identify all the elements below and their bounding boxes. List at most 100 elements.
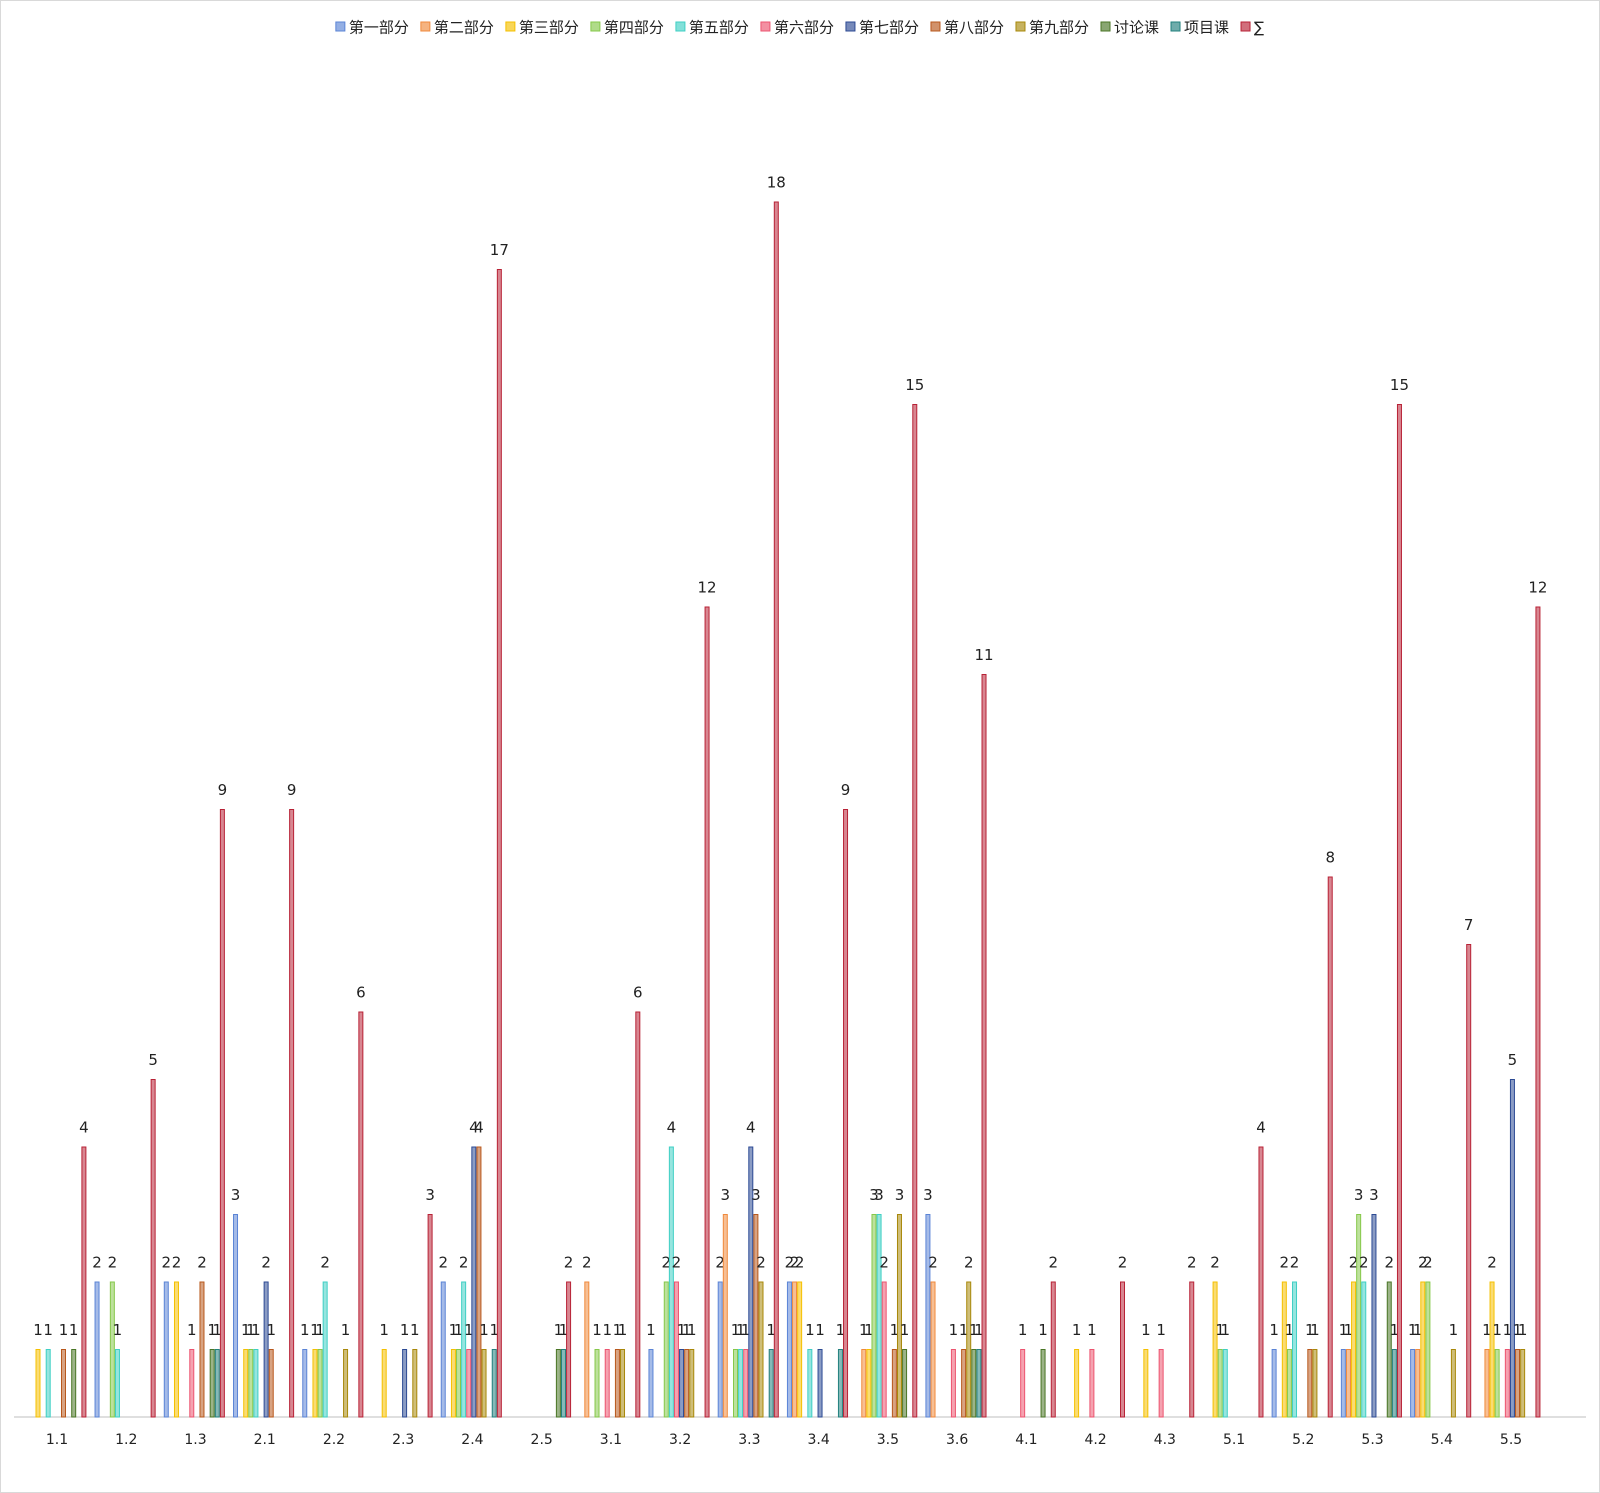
data-label: 4	[667, 1119, 677, 1137]
data-label: 1	[1482, 1321, 1492, 1339]
data-label: 9	[287, 781, 297, 799]
legend-swatch	[505, 21, 516, 32]
data-label: 2	[795, 1254, 805, 1272]
data-label: 1	[246, 1321, 256, 1339]
data-label: 2	[172, 1254, 182, 1272]
bar	[1292, 1281, 1298, 1418]
x-tick-label: 3.6	[946, 1432, 968, 1448]
data-label: 2	[582, 1254, 592, 1272]
bar	[358, 1011, 364, 1418]
data-label: 1	[618, 1321, 628, 1339]
bar	[71, 1349, 77, 1418]
x-tick-label: 3.5	[877, 1432, 899, 1448]
bar	[861, 1349, 867, 1418]
bar	[773, 201, 779, 1418]
bar	[471, 1146, 477, 1418]
bar	[317, 1349, 323, 1418]
data-label: 3	[874, 1186, 884, 1204]
data-label: 4	[474, 1119, 484, 1137]
data-label: 1	[241, 1321, 251, 1339]
bar	[743, 1349, 749, 1418]
bar	[1450, 1349, 1456, 1418]
bar	[1504, 1349, 1510, 1418]
data-label: 2	[879, 1254, 889, 1272]
bar	[614, 1349, 620, 1418]
legend-swatch	[420, 21, 431, 32]
x-tick-label: 3.3	[738, 1432, 760, 1448]
bar	[961, 1349, 967, 1418]
data-label: 9	[218, 781, 228, 799]
data-label: 1	[682, 1321, 692, 1339]
bar	[1222, 1349, 1228, 1418]
data-label: 1	[1269, 1321, 1279, 1339]
data-label: 1	[1513, 1321, 1523, 1339]
bar	[496, 269, 502, 1418]
legend-swatch	[1170, 21, 1181, 32]
data-label: 2	[197, 1254, 207, 1272]
bar	[1466, 944, 1472, 1418]
data-label: 1	[974, 1321, 984, 1339]
data-label: 2	[1118, 1254, 1128, 1272]
legend-swatch	[1240, 21, 1251, 32]
x-tick-label: 2.5	[531, 1432, 553, 1448]
legend-label: 第七部分	[859, 19, 919, 37]
data-label: 1	[554, 1321, 564, 1339]
bar	[1340, 1349, 1346, 1418]
bar	[733, 1349, 738, 1418]
data-label: 2	[785, 1254, 795, 1272]
legend-label: 第三部分	[519, 19, 579, 37]
bar	[1089, 1349, 1095, 1418]
data-label: 12	[698, 579, 717, 597]
data-label: 3	[751, 1186, 761, 1204]
data-label: 2	[1048, 1254, 1058, 1272]
bar	[1351, 1281, 1357, 1418]
data-label: 1	[900, 1321, 910, 1339]
x-tick-label: 3.1	[600, 1432, 622, 1448]
data-label: 2	[790, 1254, 800, 1272]
data-label: 1	[815, 1321, 825, 1339]
data-label: 1	[1141, 1321, 1151, 1339]
data-label: 1	[1072, 1321, 1082, 1339]
data-label: 2	[661, 1254, 671, 1272]
data-label: 1	[33, 1321, 43, 1339]
data-label: 3	[1354, 1186, 1364, 1204]
bar	[1312, 1349, 1318, 1418]
bar	[289, 809, 295, 1418]
data-label: 1	[479, 1321, 489, 1339]
bar	[491, 1349, 497, 1418]
x-tick-label: 5.1	[1223, 1432, 1245, 1448]
bar	[209, 1349, 215, 1418]
bar	[930, 1281, 936, 1418]
data-label: 1	[1087, 1321, 1097, 1339]
bar	[1494, 1349, 1500, 1418]
bar	[704, 606, 710, 1418]
data-label: 6	[356, 984, 366, 1002]
bar	[555, 1349, 561, 1418]
data-label: 2	[756, 1254, 766, 1272]
bar	[738, 1349, 744, 1418]
data-label: 2	[438, 1254, 448, 1272]
x-tick-label: 2.4	[461, 1432, 483, 1448]
bar	[663, 1281, 669, 1418]
bar	[1143, 1349, 1149, 1418]
legend-label: 第八部分	[944, 19, 1004, 37]
bar	[450, 1349, 456, 1418]
data-label: 1	[959, 1321, 969, 1339]
data-label: 1	[69, 1321, 79, 1339]
data-label: 2	[928, 1254, 938, 1272]
data-label: 1	[1156, 1321, 1166, 1339]
bar	[1396, 404, 1402, 1418]
bar	[584, 1281, 590, 1418]
data-label: 1	[969, 1321, 979, 1339]
data-label: 8	[1325, 849, 1335, 867]
bar	[150, 1079, 156, 1418]
bar	[1158, 1349, 1164, 1418]
data-label: 2	[108, 1254, 118, 1272]
data-label: 4	[746, 1119, 756, 1137]
bar	[1391, 1349, 1397, 1418]
bar	[753, 1214, 759, 1418]
data-label: 5	[1508, 1051, 1518, 1069]
bar	[189, 1349, 195, 1418]
data-label: 2	[964, 1254, 974, 1272]
